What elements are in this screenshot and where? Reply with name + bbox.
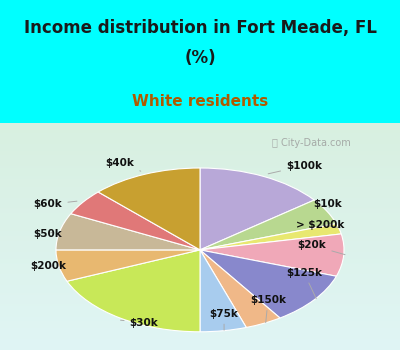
Text: $150k: $150k bbox=[250, 295, 286, 323]
Text: $30k: $30k bbox=[120, 318, 158, 328]
Wedge shape bbox=[200, 250, 280, 328]
Text: > $200k: > $200k bbox=[296, 220, 344, 230]
Text: $60k: $60k bbox=[34, 199, 77, 209]
Text: $200k: $200k bbox=[30, 261, 66, 271]
Text: $75k: $75k bbox=[210, 309, 238, 330]
Wedge shape bbox=[200, 224, 341, 250]
Wedge shape bbox=[71, 192, 200, 250]
Wedge shape bbox=[56, 214, 200, 250]
Text: $50k: $50k bbox=[34, 229, 62, 239]
Wedge shape bbox=[200, 250, 336, 318]
Wedge shape bbox=[56, 250, 200, 281]
Wedge shape bbox=[98, 168, 200, 250]
Wedge shape bbox=[200, 234, 344, 276]
Text: $10k: $10k bbox=[314, 199, 342, 209]
Text: $125k: $125k bbox=[286, 268, 322, 299]
Wedge shape bbox=[200, 200, 336, 250]
Wedge shape bbox=[200, 250, 246, 332]
Text: ⦻ City-Data.com: ⦻ City-Data.com bbox=[272, 138, 351, 148]
Wedge shape bbox=[200, 168, 314, 250]
Text: $40k: $40k bbox=[106, 159, 141, 171]
Text: White residents: White residents bbox=[132, 93, 268, 108]
Text: $100k: $100k bbox=[268, 161, 322, 174]
Wedge shape bbox=[67, 250, 200, 332]
Text: (%): (%) bbox=[184, 49, 216, 67]
Text: Income distribution in Fort Meade, FL: Income distribution in Fort Meade, FL bbox=[24, 20, 376, 37]
Text: $20k: $20k bbox=[298, 240, 345, 255]
